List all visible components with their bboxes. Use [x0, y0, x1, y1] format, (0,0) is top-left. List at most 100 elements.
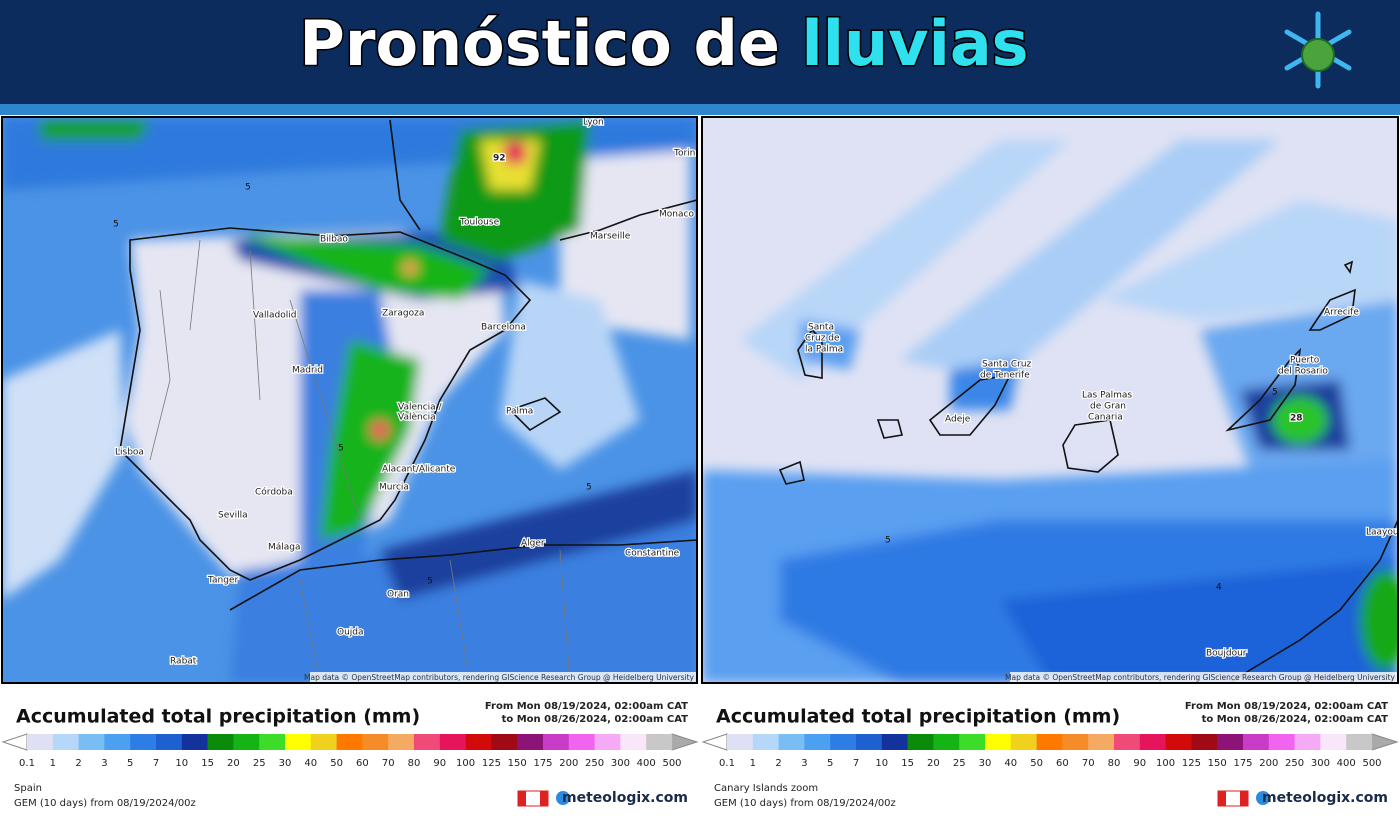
- place-label: Murcia: [379, 483, 409, 493]
- legend-swatch: [310, 734, 337, 750]
- coastline: [1308, 260, 1356, 331]
- legend-tick-label: 0.1: [719, 758, 735, 769]
- legend-swatch: [181, 734, 208, 750]
- brand: meteologix.com: [562, 790, 688, 806]
- legend-swatch: [881, 734, 908, 750]
- legend-swatch: [336, 734, 363, 750]
- legend-swatch: [1165, 734, 1192, 750]
- contour-label: 5: [885, 536, 891, 546]
- legend-tick-label: 0.1: [19, 758, 35, 769]
- legend-tick-label: 90: [1133, 758, 1146, 769]
- legend-tick-label: 80: [1108, 758, 1121, 769]
- place-label: Barcelona: [481, 323, 526, 333]
- legend-swatch: [52, 734, 79, 750]
- place-label: Constantine: [625, 549, 680, 559]
- legend-tick-label: 30: [279, 758, 292, 769]
- place-label: Sevilla: [218, 511, 248, 521]
- place-label: Lisboa: [115, 448, 144, 458]
- flag: [518, 791, 526, 806]
- place-label: Valladolid: [253, 311, 296, 321]
- legend-arrow: [1371, 733, 1399, 751]
- place-label: Oran: [387, 590, 409, 600]
- legend-from: From Mon 08/19/2024, 02:00am CAT: [1185, 701, 1388, 712]
- legend-tick-label: 100: [456, 758, 475, 769]
- brand: meteologix.com: [1262, 790, 1388, 806]
- coastline: [1225, 347, 1302, 432]
- place-label: Laayoune: [1366, 528, 1400, 538]
- contour-label: 5: [338, 444, 344, 454]
- legend-swatch: [517, 734, 544, 750]
- legend-swatch: [1320, 734, 1347, 750]
- coastline: [508, 397, 562, 432]
- legend-swatch: [1062, 734, 1089, 750]
- flag: [1218, 791, 1226, 806]
- place-label: Toulouse: [459, 218, 500, 228]
- coastline: [928, 373, 1012, 436]
- legend-tick-label: 1: [50, 758, 56, 769]
- attribution: Map data © OpenStreetMap contributors, r…: [304, 673, 695, 682]
- legend-from: From Mon 08/19/2024, 02:00am CAT: [485, 701, 688, 712]
- legend-to: to Mon 08/26/2024, 02:00am CAT: [1202, 714, 1389, 725]
- legend-tick-label: 20: [927, 758, 940, 769]
- legend-swatch: [414, 734, 441, 750]
- legend-arrow: [1, 733, 28, 751]
- legend-swatch: [752, 734, 779, 750]
- coastline: [119, 227, 532, 581]
- legend-tick-label: 3: [101, 758, 107, 769]
- legend-tick-label: 175: [533, 758, 552, 769]
- legend-swatch: [439, 734, 466, 750]
- legend-swatch: [933, 734, 960, 750]
- legend-swatch: [568, 734, 595, 750]
- legend-tick-label: 40: [1004, 758, 1017, 769]
- place-label: Alacant/Alicante: [382, 465, 456, 475]
- place-label: Arrecife: [1324, 308, 1359, 318]
- legend-tick-label: 90: [433, 758, 446, 769]
- legend-swatch: [830, 734, 857, 750]
- legend-swatch: [388, 734, 415, 750]
- place-label: Zaragoza: [382, 309, 424, 319]
- legend-tick-label: 1: [750, 758, 756, 769]
- place-label: Lyon: [583, 118, 604, 128]
- max-label: 92: [493, 154, 506, 164]
- place-label: de Tenerife: [980, 371, 1030, 381]
- region-name: Spain: [14, 783, 42, 794]
- coastline: [229, 539, 697, 611]
- legends: Accumulated total precipitation (mm) From…: [1, 701, 1399, 809]
- legend-to: to Mon 08/26/2024, 02:00am CAT: [502, 714, 689, 725]
- legend-swatch: [1010, 734, 1037, 750]
- legend-tick-label: 500: [662, 758, 681, 769]
- place-label: Canaria: [1088, 413, 1123, 423]
- legend-tick-label: 5: [127, 758, 133, 769]
- border: [149, 239, 571, 683]
- legend-swatch: [856, 734, 883, 750]
- legend-tick-label: 30: [979, 758, 992, 769]
- legend-swatch: [78, 734, 105, 750]
- legend-tick-label: 150: [508, 758, 527, 769]
- legend-swatch: [907, 734, 934, 750]
- legend-tick-label: 70: [382, 758, 395, 769]
- place-label: Santa Cruz: [982, 360, 1032, 370]
- coastline: [797, 328, 823, 379]
- contour-label: 5: [427, 577, 433, 587]
- legend-tick-label: 80: [408, 758, 421, 769]
- place-label: del Rosario: [1278, 367, 1328, 377]
- legend-tick-label: 2: [75, 758, 81, 769]
- place-label: Cruz de: [805, 334, 840, 344]
- legend-tick-label: 300: [1311, 758, 1330, 769]
- header-stripe: [0, 104, 1400, 115]
- place-label: la Palma: [805, 345, 843, 355]
- attribution-bg: [1010, 672, 1398, 683]
- brand-icon: [556, 791, 570, 805]
- legend-arrow: [701, 733, 728, 751]
- legend-swatch: [620, 734, 647, 750]
- legend-tick-label: 200: [559, 758, 578, 769]
- legend-tick-label: 500: [1362, 758, 1381, 769]
- coastline: [778, 460, 805, 485]
- legend-swatch: [1217, 734, 1244, 750]
- legend-swatch: [727, 734, 754, 750]
- legend-tick-label: 125: [482, 758, 501, 769]
- place-label: Monaco: [659, 210, 694, 220]
- map-frame: [701, 116, 1399, 684]
- contour-label: 5: [1272, 388, 1278, 398]
